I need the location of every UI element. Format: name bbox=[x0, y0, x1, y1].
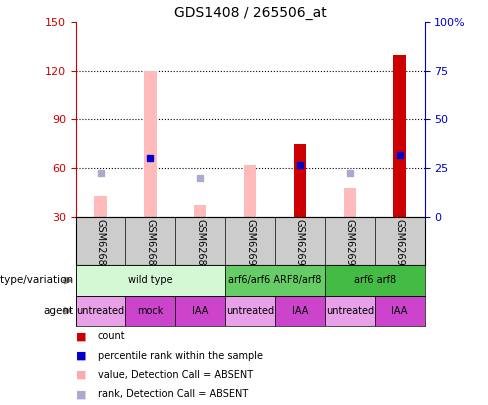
Text: percentile rank within the sample: percentile rank within the sample bbox=[98, 351, 263, 360]
Bar bbox=[275, 296, 325, 326]
Bar bbox=[144, 71, 157, 217]
Text: ■: ■ bbox=[76, 370, 86, 380]
Text: arf6/arf6 ARF8/arf8: arf6/arf6 ARF8/arf8 bbox=[228, 275, 322, 286]
Text: ■: ■ bbox=[76, 390, 86, 399]
Title: GDS1408 / 265506_at: GDS1408 / 265506_at bbox=[174, 6, 326, 20]
Text: IAA: IAA bbox=[292, 306, 308, 316]
Text: wild type: wild type bbox=[128, 275, 173, 286]
Bar bbox=[393, 55, 406, 217]
Bar bbox=[76, 265, 225, 296]
Text: IAA: IAA bbox=[391, 306, 408, 316]
Text: GSM62691: GSM62691 bbox=[295, 219, 305, 272]
Text: arf6 arf8: arf6 arf8 bbox=[354, 275, 396, 286]
Text: untreated: untreated bbox=[226, 306, 274, 316]
Text: ■: ■ bbox=[76, 331, 86, 341]
Text: GSM62687: GSM62687 bbox=[96, 219, 105, 272]
Text: rank, Detection Call = ABSENT: rank, Detection Call = ABSENT bbox=[98, 390, 248, 399]
Text: GSM62688: GSM62688 bbox=[195, 219, 205, 272]
Bar bbox=[225, 296, 275, 326]
Text: untreated: untreated bbox=[77, 306, 124, 316]
Bar bbox=[194, 205, 206, 217]
Text: agent: agent bbox=[43, 306, 73, 316]
Bar bbox=[294, 144, 306, 217]
Text: count: count bbox=[98, 331, 125, 341]
Bar bbox=[225, 265, 325, 296]
Bar bbox=[76, 296, 125, 326]
Text: GSM62692: GSM62692 bbox=[345, 219, 355, 272]
Bar bbox=[325, 265, 425, 296]
Text: untreated: untreated bbox=[325, 306, 374, 316]
Bar bbox=[175, 296, 225, 326]
Bar bbox=[344, 188, 356, 217]
Bar bbox=[244, 165, 256, 217]
Text: IAA: IAA bbox=[192, 306, 208, 316]
Text: value, Detection Call = ABSENT: value, Detection Call = ABSENT bbox=[98, 370, 253, 380]
Text: genotype/variation: genotype/variation bbox=[0, 275, 73, 286]
Bar bbox=[375, 296, 425, 326]
Text: GSM62693: GSM62693 bbox=[395, 219, 405, 272]
Text: mock: mock bbox=[137, 306, 163, 316]
Bar bbox=[94, 196, 107, 217]
Text: GSM62690: GSM62690 bbox=[245, 219, 255, 272]
Bar bbox=[125, 296, 175, 326]
Bar bbox=[325, 296, 375, 326]
Text: GSM62689: GSM62689 bbox=[145, 219, 155, 272]
Text: ■: ■ bbox=[76, 351, 86, 360]
